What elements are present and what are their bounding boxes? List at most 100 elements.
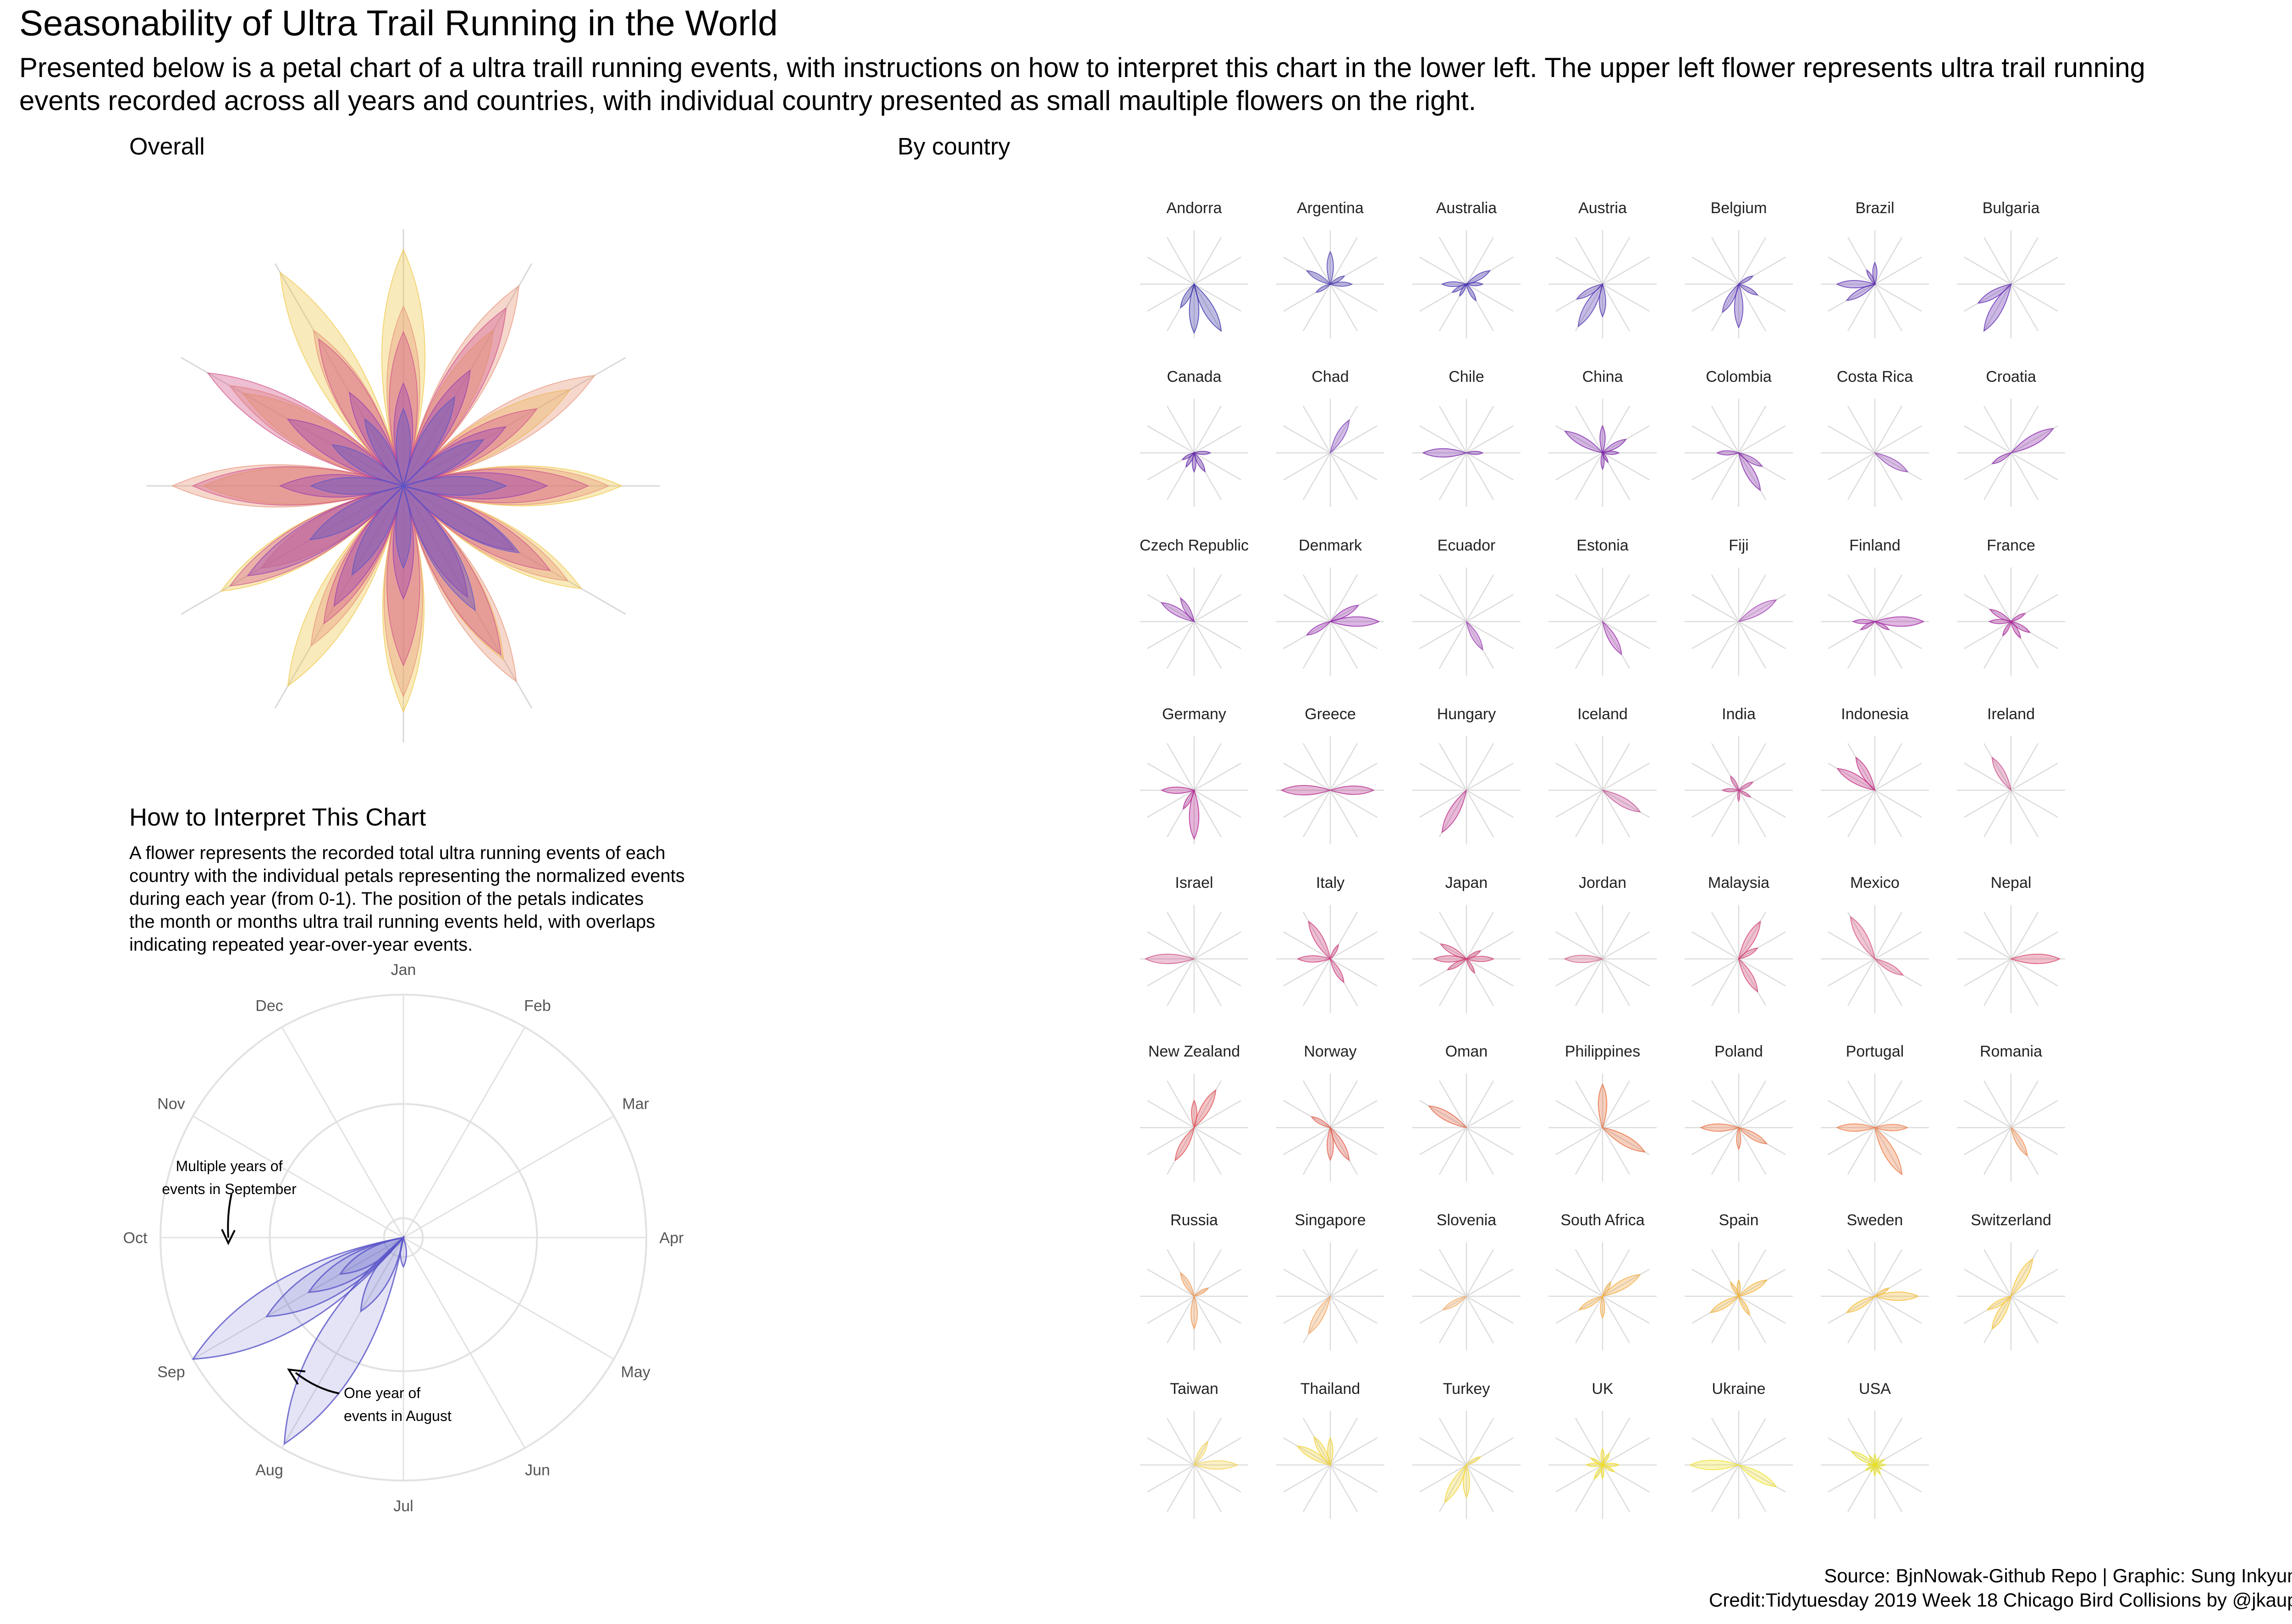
country-spoke: [1147, 931, 1195, 960]
country-spoke: [1194, 283, 1241, 312]
country-flower: Norway: [1276, 1043, 1384, 1182]
country-spoke: [1738, 1080, 1767, 1128]
country-spoke: [1147, 1464, 1195, 1493]
country-spoke: [1193, 1127, 1222, 1175]
country-spoke: [1329, 621, 1358, 669]
country-petal: [1577, 283, 1603, 327]
country-spoke: [2011, 283, 2058, 312]
country-petal: [1193, 1288, 1209, 1297]
country-spoke: [1194, 256, 1241, 285]
country-spoke: [1438, 1249, 1467, 1297]
country-flower: Brazil: [1821, 199, 1929, 338]
country-spoke: [1419, 1127, 1467, 1156]
country-spoke: [1330, 1464, 1377, 1493]
country-spoke: [1602, 958, 1631, 1006]
country-flower: UK: [1548, 1380, 1657, 1519]
country-petal: [1191, 1099, 1197, 1129]
country-flower: Estonia: [1548, 537, 1657, 676]
country-spoke: [1711, 1127, 1740, 1175]
country-petal: [1722, 283, 1740, 314]
country-spoke: [1194, 425, 1241, 454]
country-petal: [1866, 269, 1876, 286]
page-title: Seasonability of Ultra Trail Running in …: [19, 3, 778, 43]
country-spoke: [1555, 283, 1603, 312]
country-petal: [1578, 1295, 1604, 1310]
country-spoke: [1711, 574, 1740, 622]
country-spoke: [1283, 594, 1331, 622]
country-spoke: [1193, 284, 1222, 331]
legend-spoke: [402, 1237, 526, 1448]
legend-petals: [192, 1235, 407, 1445]
country-spoke: [1193, 1080, 1222, 1128]
country-spoke: [1738, 594, 1786, 622]
overall-petal: [349, 391, 404, 487]
country-petal: [1428, 1105, 1468, 1129]
country-spoke: [1738, 1127, 1767, 1175]
country-spoke: [1874, 452, 1922, 481]
overall-petal: [323, 484, 404, 625]
country-flower: Mexico: [1821, 874, 1929, 1013]
country-petal: [1315, 283, 1332, 293]
country-spoke: [1466, 1464, 1494, 1512]
country-spoke: [1193, 406, 1222, 453]
country-spoke: [1329, 1296, 1358, 1343]
overall-petal: [402, 484, 517, 683]
country-spoke: [1575, 743, 1603, 791]
country-spoke: [1828, 283, 1875, 312]
country-petal: [1465, 950, 1482, 960]
country-petal: [1180, 597, 1195, 623]
country-petal: [2002, 620, 2012, 637]
country-spoke: [1466, 594, 1514, 622]
country-spoke: [1983, 743, 2012, 791]
country-spoke: [1575, 621, 1603, 669]
country-flower: Costa Rica: [1821, 368, 1929, 507]
overall-petal: [351, 484, 404, 576]
country-flower: Taiwan: [1140, 1380, 1248, 1519]
country-spoke: [1828, 762, 1875, 791]
country-spoke: [1466, 283, 1514, 312]
country-name: Norway: [1304, 1043, 1356, 1060]
country-spoke: [1964, 621, 2011, 650]
overall-petal: [396, 407, 411, 488]
country-spoke: [1711, 743, 1740, 791]
country-spoke: [1575, 284, 1603, 331]
country-spoke: [1194, 1100, 1241, 1129]
country-spoke: [1691, 789, 1739, 818]
country-spoke: [1691, 931, 1739, 960]
overall-petal: [207, 372, 405, 487]
overall-petal: [402, 468, 590, 503]
country-petal: [1327, 1437, 1333, 1467]
country-spoke: [1466, 621, 1514, 650]
country-petal: [1737, 1127, 1768, 1145]
month-label: Oct: [123, 1229, 148, 1247]
country-spoke: [2010, 1296, 2039, 1343]
overall-petal: [279, 474, 405, 498]
country-spoke: [1329, 574, 1358, 622]
country-petal: [1193, 283, 1222, 332]
country-spoke: [1874, 1295, 1922, 1324]
country-petal: [1991, 452, 2012, 464]
country-spoke: [1438, 621, 1467, 669]
country-spoke: [2010, 284, 2039, 331]
country-spoke: [1983, 1127, 2012, 1175]
country-flower: Thailand: [1276, 1380, 1384, 1519]
country-spoke: [1330, 1437, 1377, 1466]
country-name: Brazil: [1855, 199, 1894, 217]
country-spoke: [1193, 1249, 1222, 1297]
country-spoke: [1964, 789, 2011, 818]
country-petal: [1465, 270, 1491, 285]
country-petal: [1873, 621, 1890, 630]
country-flower: Slovenia: [1412, 1211, 1521, 1350]
overall-petal: [402, 476, 507, 496]
country-spoke: [1602, 1268, 1650, 1297]
country-flower: Spain: [1685, 1211, 1793, 1350]
overall-petal: [381, 248, 426, 488]
country-spoke: [1964, 594, 2011, 622]
country-spoke: [1329, 1127, 1358, 1175]
country-spoke: [1555, 1268, 1603, 1297]
country-spoke: [1874, 1464, 1903, 1512]
country-spoke: [1283, 1268, 1331, 1297]
country-name: Ecuador: [1438, 537, 1496, 554]
country-spoke: [1438, 1296, 1467, 1343]
country-name: Italy: [1316, 874, 1344, 892]
